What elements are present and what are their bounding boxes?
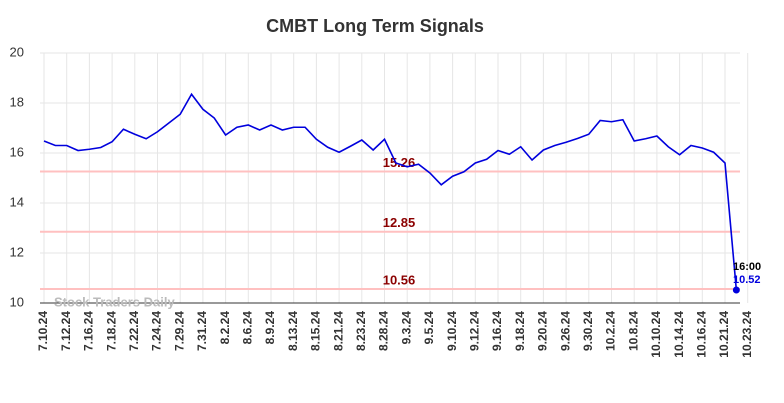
x-tick-label: 9.26.24 [558,311,572,351]
y-tick-label: 10 [10,294,24,309]
x-tick-label: 8.2.24 [218,311,232,345]
x-tick-label: 10.14.24 [672,311,686,358]
x-tick-label: 7.22.24 [127,311,141,351]
watermark: Stock Traders Daily [54,294,175,309]
x-tick-label: 7.29.24 [172,311,186,351]
signal-label: 10.56 [383,272,416,287]
x-tick-label: 9.5.24 [422,311,436,345]
x-tick-label: 7.24.24 [150,311,164,351]
x-tick-label: 7.10.24 [36,311,50,351]
x-tick-label: 10.8.24 [626,311,640,351]
x-tick-label: 10.23.24 [740,311,754,358]
x-tick-label: 9.3.24 [399,311,413,345]
y-tick-label: 12 [10,244,24,259]
x-tick-label: 7.18.24 [104,311,118,351]
y-tick-label: 20 [10,44,24,59]
y-tick-label: 16 [10,144,24,159]
x-tick-label: 10.21.24 [717,311,731,358]
x-tick-label: 8.13.24 [286,311,300,351]
x-tick-label: 7.31.24 [195,311,209,351]
x-tick-label: 9.12.24 [467,311,481,351]
last-time: 16:00 [733,261,761,273]
signal-label: 12.85 [383,215,416,230]
x-tick-label: 8.21.24 [331,311,345,351]
x-tick-label: 9.18.24 [513,311,527,351]
last-point [732,286,740,294]
last-value: 10.52 [733,274,761,286]
x-tick-label: 9.16.24 [490,311,504,351]
x-tick-label: 8.9.24 [263,311,277,345]
x-tick-label: 8.23.24 [354,311,368,351]
x-tick-label: 8.28.24 [377,311,391,351]
y-tick-label: 14 [10,194,24,209]
x-tick-label: 9.10.24 [445,311,459,351]
x-tick-label: 8.6.24 [240,311,254,345]
x-tick-label: 10.2.24 [604,311,618,351]
signal-label: 15.26 [383,155,416,170]
x-tick-label: 7.12.24 [59,311,73,351]
x-tick-label: 9.30.24 [581,311,595,351]
x-tick-label: 9.20.24 [536,311,550,351]
chart-title: CMBT Long Term Signals [266,16,484,36]
price-line [43,92,738,291]
x-tick-label: 7.16.24 [82,311,96,351]
x-tick-label: 10.10.24 [649,311,663,358]
x-tick-label: 8.15.24 [309,311,323,351]
x-tick-label: 10.16.24 [694,311,708,358]
y-tick-label: 18 [10,94,24,109]
